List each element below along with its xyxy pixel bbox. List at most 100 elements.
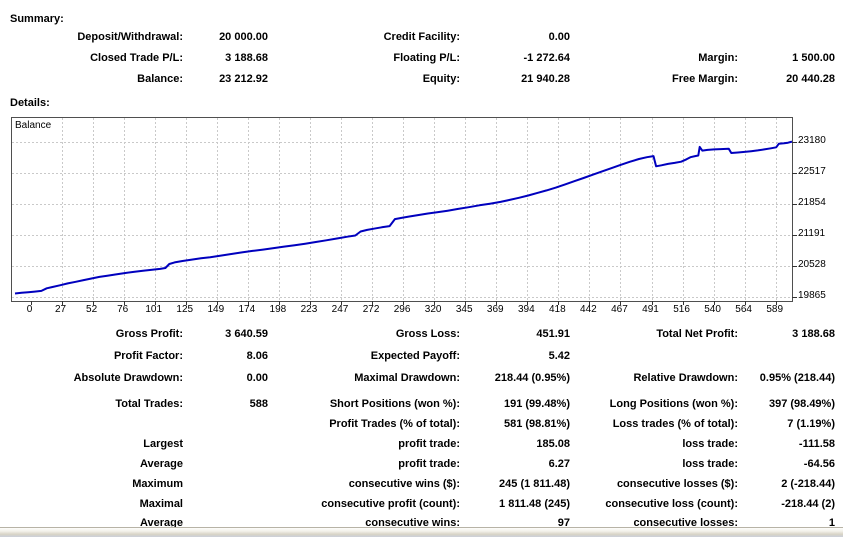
x-axis-tick-label: 369: [486, 304, 504, 315]
x-axis-tick-label: 27: [54, 304, 67, 315]
stat-label: Floating P/L:: [393, 52, 460, 64]
stat-value: 0.00: [246, 372, 268, 384]
stat-label: consecutive losses:: [633, 517, 738, 529]
x-axis-tick-label: 76: [117, 304, 129, 315]
stat-label: Balance:: [137, 73, 183, 85]
stat-value: -218.44 (2): [781, 498, 835, 510]
stat-value: 97: [557, 517, 570, 529]
stat-value: 23 212.92: [219, 73, 268, 85]
stat-label: Loss trades (% of total):: [612, 418, 738, 430]
stats-row: Gross Profit: 3 640.59 Gross Loss: 451.9…: [0, 328, 843, 341]
balance-chart: Balance: [11, 117, 797, 305]
x-axis-tick-label: 516: [673, 304, 690, 315]
x-axis-tick-label: 345: [455, 304, 473, 315]
y-axis-tick-label: 19865: [798, 289, 826, 301]
summary-row: Deposit/Withdrawal: 20 000.00 Credit Fac…: [0, 31, 843, 44]
stat-label: loss trade:: [682, 438, 738, 450]
stat-label: Maximum: [132, 478, 183, 490]
x-axis-tick-label: 589: [766, 304, 784, 315]
stat-label: Largest: [143, 438, 183, 450]
stats-row: Largest profit trade: 185.08 loss trade:…: [0, 438, 843, 451]
stat-value: 191 (99.48%): [503, 398, 570, 410]
y-axis-tick-label: 22517: [798, 165, 826, 177]
stat-label: consecutive profit (count):: [321, 498, 460, 510]
stat-value: 3 188.68: [225, 52, 268, 64]
y-axis-tick-label: 21191: [798, 227, 826, 239]
stat-value: 185.08: [536, 438, 570, 450]
stat-label: loss trade:: [682, 458, 738, 470]
summary-row: Balance: 23 212.92 Equity: 21 940.28 Fre…: [0, 73, 843, 86]
x-axis-tick-label: 125: [176, 304, 194, 315]
stat-value: 245 (1 811.48): [499, 478, 570, 490]
details-section-title: Details:: [10, 97, 50, 109]
x-axis-tick-label: 272: [362, 304, 380, 315]
stat-value: 218.44 (0.95%): [494, 372, 570, 384]
stat-value: 588: [249, 398, 268, 410]
x-axis-tick-label: 247: [331, 304, 349, 315]
stats-row: Average profit trade: 6.27 loss trade: -…: [0, 458, 843, 471]
stat-label: consecutive wins:: [365, 517, 460, 529]
x-axis-tick-label: 198: [269, 304, 287, 315]
stat-value: 0.00: [548, 31, 570, 43]
summary-section-title: Summary:: [10, 13, 64, 25]
stat-label: Equity:: [422, 73, 460, 85]
stat-value: -111.58: [798, 438, 835, 450]
stat-label: Short Positions (won %):: [329, 398, 460, 410]
stat-label: Maximal Drawdown:: [354, 372, 460, 384]
x-axis-tick-label: 418: [549, 304, 566, 315]
stats-row: Absolute Drawdown: 0.00 Maximal Drawdown…: [0, 372, 843, 385]
x-axis-tick-label: 564: [735, 304, 752, 315]
stat-value: 3 640.59: [225, 328, 268, 340]
stat-value: 2 (-218.44): [781, 478, 835, 490]
stat-value: 581 (98.81%): [503, 418, 570, 430]
bottom-panel-edge: [0, 527, 843, 537]
x-axis-tick-label: 0: [26, 304, 33, 315]
stat-value: 0.95% (218.44): [759, 372, 835, 384]
y-axis-tick-label: 23180: [798, 134, 826, 146]
stat-label: Long Positions (won %):: [609, 398, 738, 410]
stat-value: 6.27: [548, 458, 570, 470]
stat-value: 1: [828, 517, 835, 529]
stats-row: Profit Trades (% of total): 581 (98.81%)…: [0, 418, 843, 431]
stat-value: 3 188.68: [792, 328, 835, 340]
stat-value: -1 272.64: [523, 52, 570, 64]
stat-label: profit trade:: [398, 438, 460, 450]
stat-value: 5.42: [548, 350, 570, 362]
stat-label: consecutive loss (count):: [605, 498, 738, 510]
x-axis-tick-label: 174: [238, 304, 256, 315]
stat-label: Total Trades:: [115, 398, 183, 410]
summary-row: Closed Trade P/L: 3 188.68 Floating P/L:…: [0, 52, 843, 65]
x-axis-tick-label: 467: [611, 304, 628, 315]
stats-row: Profit Factor: 8.06 Expected Payoff: 5.4…: [0, 350, 843, 363]
balance-chart-plot: [12, 118, 797, 305]
stat-label: Total Net Profit:: [656, 328, 738, 340]
x-axis-tick-label: 491: [642, 304, 659, 315]
stat-label: Relative Drawdown:: [633, 372, 738, 384]
stat-label: Gross Loss:: [395, 328, 460, 340]
stat-value: 397 (98.49%): [768, 398, 835, 410]
stat-label: Credit Facility:: [383, 31, 460, 43]
stats-row: Total Trades: 588 Short Positions (won %…: [0, 398, 843, 411]
stat-value: 7 (1.19%): [787, 418, 835, 430]
stats-row: Maximal consecutive profit (count): 1 81…: [0, 498, 843, 511]
stat-value: 8.06: [246, 350, 268, 362]
stat-label: Closed Trade P/L:: [90, 52, 183, 64]
stat-label: Gross Profit:: [115, 328, 183, 340]
chart-legend-label: Balance: [15, 120, 52, 131]
x-axis-tick-label: 296: [393, 304, 411, 315]
x-axis-tick-label: 149: [207, 304, 225, 315]
stat-label: Average: [139, 458, 183, 470]
x-axis-tick-label: 442: [580, 304, 597, 315]
stat-value: -64.56: [803, 458, 835, 470]
stats-row: Maximum consecutive wins ($): 245 (1 811…: [0, 478, 843, 491]
balance-line: [14, 140, 793, 295]
stat-value: 21 940.28: [521, 73, 570, 85]
x-axis-tick-label: 320: [424, 304, 442, 315]
stat-label: consecutive losses ($):: [616, 478, 738, 490]
x-axis-tick-label: 540: [704, 304, 721, 315]
y-axis-tick-label: 20528: [798, 258, 826, 270]
stat-label: Deposit/Withdrawal:: [77, 31, 183, 43]
stat-value: 1 811.48 (245): [499, 498, 570, 510]
stat-label: Free Margin:: [671, 73, 738, 85]
